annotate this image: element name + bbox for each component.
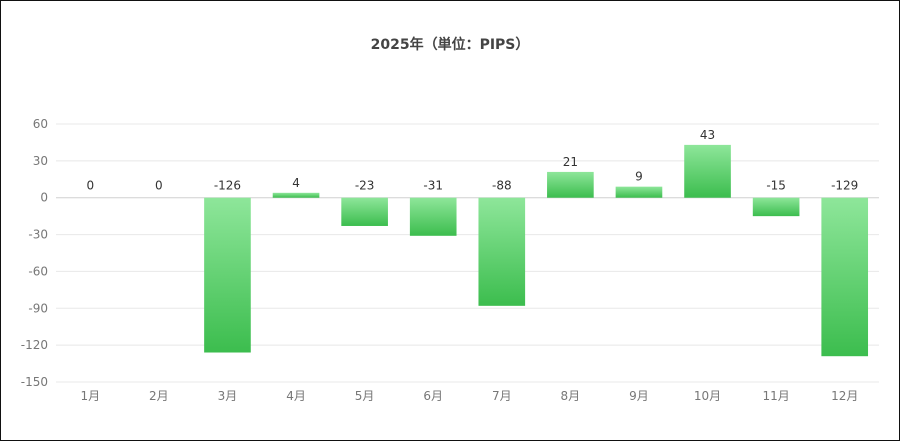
- x-tick-label: 6月: [423, 389, 443, 403]
- bar-12: [821, 197, 869, 357]
- x-tick-label: 11月: [762, 389, 789, 403]
- y-tick-label: -60: [28, 264, 48, 278]
- x-axis: 1月 2月 3月 4月 5月 6月 7月 8月 9月 10月 11月 12月: [80, 389, 858, 403]
- data-label-3: -126: [214, 179, 241, 193]
- data-label-8: 21: [563, 155, 578, 169]
- x-tick-label: 10月: [694, 389, 721, 403]
- bar-8: [547, 171, 594, 198]
- bars: [204, 144, 869, 357]
- x-tick-label: 2月: [149, 389, 169, 403]
- bar-4: [272, 192, 320, 198]
- y-tick-label: -150: [21, 375, 48, 389]
- bar-5: [341, 197, 388, 226]
- y-tick-label: -90: [28, 301, 48, 315]
- bar-9: [615, 186, 663, 198]
- data-label-6: -31: [423, 179, 443, 193]
- x-tick-label: 7月: [492, 389, 512, 403]
- data-label-9: 9: [635, 170, 643, 184]
- data-label-12: -129: [831, 179, 858, 193]
- x-tick-label: 4月: [286, 389, 306, 403]
- data-label-11: -15: [766, 179, 786, 193]
- data-label-5: -23: [355, 179, 375, 193]
- data-label-1: 0: [86, 179, 94, 193]
- y-tick-label: -120: [21, 338, 48, 352]
- x-tick-label: 9月: [629, 389, 649, 403]
- data-label-7: -88: [492, 179, 512, 193]
- bar-6: [409, 197, 457, 236]
- grid-lines: [56, 123, 879, 383]
- data-label-2: 0: [155, 179, 163, 193]
- y-tick-label: -30: [28, 228, 48, 242]
- x-tick-label: 8月: [561, 389, 581, 403]
- chart-title: 2025年（単位：PIPS）: [371, 36, 530, 53]
- data-label-4: 4: [292, 176, 300, 190]
- x-tick-label: 3月: [218, 389, 238, 403]
- bar-10: [684, 144, 731, 198]
- x-tick-label: 5月: [355, 389, 375, 403]
- bar-7: [478, 197, 526, 306]
- y-tick-label: 0: [40, 191, 48, 205]
- x-tick-label: 12月: [831, 389, 858, 403]
- x-tick-label: 1月: [80, 389, 100, 403]
- y-tick-label: 60: [33, 117, 48, 131]
- data-labels: 0 0 -126 4 -23 -31 -88 21 9 43 -15 -129: [86, 128, 858, 193]
- y-axis: 60 30 0 -30 -60 -90 -120 -150: [21, 117, 48, 389]
- data-label-10: 43: [700, 128, 715, 142]
- y-tick-label: 30: [33, 154, 48, 168]
- bar-3: [204, 197, 251, 353]
- bar-11: [752, 197, 800, 217]
